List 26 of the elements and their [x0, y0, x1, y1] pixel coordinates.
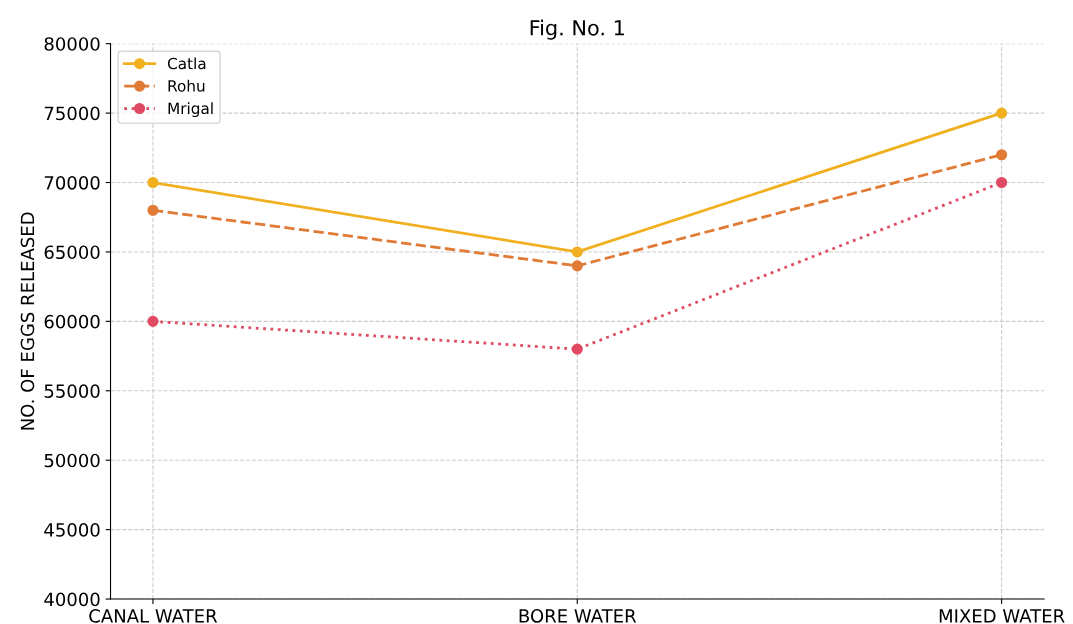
y-axis-title: NO. OF EGGS RELEASED: [20, 212, 35, 430]
y-tick-label: 60000: [44, 314, 100, 329]
point: [571, 260, 583, 272]
point: [996, 149, 1008, 161]
legend-label: Catla: [167, 57, 206, 70]
point: [147, 204, 159, 216]
point: [147, 315, 159, 327]
y-tick-label: 40000: [44, 592, 100, 607]
chart-title: Fig. No. 1: [530, 19, 624, 40]
x-tick-label: MIXED WATER: [939, 609, 1065, 623]
y-tick-label: 65000: [44, 245, 100, 260]
point: [571, 246, 583, 258]
point: [996, 176, 1008, 189]
point: [571, 343, 583, 355]
y-tick-label: 70000: [44, 175, 100, 190]
y-tick-label: 50000: [44, 453, 100, 468]
y-tick-label: 75000: [44, 106, 100, 121]
x-tick-label: CANAL WATER: [89, 609, 218, 623]
y-tick-label: 45000: [44, 523, 100, 537]
point: [147, 176, 159, 189]
x-tick-label: BORE WATER: [519, 609, 637, 623]
y-tick-label: 55000: [44, 384, 100, 398]
legend-label: Rohu: [168, 79, 205, 92]
legend-label: Mrigal: [168, 102, 213, 118]
point: [996, 107, 1008, 119]
y-tick-label: 80000: [44, 37, 100, 51]
